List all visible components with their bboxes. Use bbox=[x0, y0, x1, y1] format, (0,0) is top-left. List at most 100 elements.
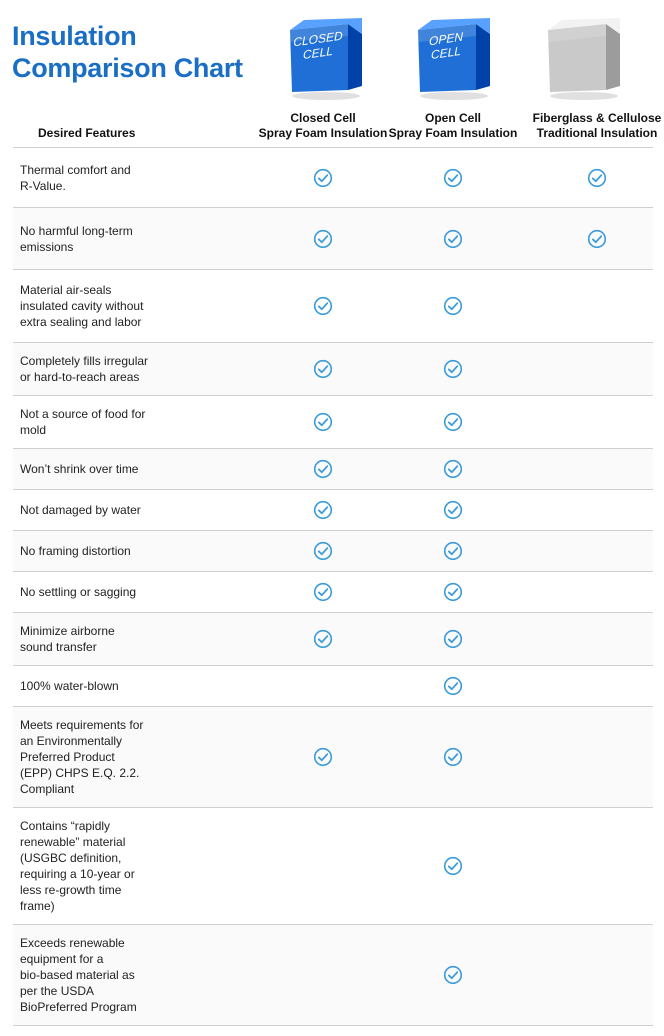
feature-label-line: R-Value. bbox=[20, 178, 66, 193]
column-header-1: Closed Cell Spray Foam Insulation bbox=[258, 111, 388, 141]
cube-label: CELL bbox=[303, 44, 333, 62]
check-icon bbox=[313, 168, 333, 188]
feature-label-line: equipment for a bbox=[20, 952, 104, 966]
check-icon bbox=[313, 412, 333, 432]
check-icon bbox=[443, 747, 463, 767]
feature-label-line: or hard-to-reach areas bbox=[20, 370, 140, 384]
check-icon bbox=[313, 359, 333, 379]
table-row: 100% water-blown bbox=[13, 666, 653, 707]
feature-label: Thermal comfort and R-Value. bbox=[13, 162, 170, 194]
column-header-line: Fiberglass & Cellulose bbox=[532, 111, 662, 125]
feature-label-line: per the USDA bbox=[20, 984, 95, 998]
feature-label-line: Not damaged by water bbox=[20, 503, 141, 517]
check-icon bbox=[587, 229, 607, 249]
check-icon bbox=[313, 459, 333, 479]
check-icon bbox=[587, 168, 607, 188]
check-icon bbox=[443, 500, 463, 520]
check-icon bbox=[313, 229, 333, 249]
feature-label-line: frame) bbox=[20, 899, 55, 913]
cube-icon-3 bbox=[540, 16, 626, 102]
check-icon bbox=[443, 965, 463, 985]
feature-label-line: No framing distortion bbox=[20, 544, 131, 558]
table-row: Won’t shrink over time bbox=[13, 449, 653, 490]
feature-label-line: bio-based material as bbox=[20, 968, 135, 982]
check-icon bbox=[313, 541, 333, 561]
feature-label: No settling or sagging bbox=[13, 584, 170, 600]
feature-label-line: 100% water-blown bbox=[20, 679, 119, 693]
feature-label: No framing distortion bbox=[13, 543, 170, 559]
table-row: No framing distortion bbox=[13, 531, 653, 572]
table-row: Not damaged by water bbox=[13, 490, 653, 531]
check-icon bbox=[313, 629, 333, 649]
column-header-line: Closed Cell bbox=[290, 111, 356, 125]
feature-label-line: (USGBC definition, bbox=[20, 851, 122, 865]
column-header-2: Open Cell Spray Foam Insulation bbox=[388, 111, 518, 141]
feature-label: Meets requirements for an Environmentally… bbox=[13, 717, 170, 797]
feature-label-line: No settling or sagging bbox=[20, 585, 137, 599]
feature-label-line: Meets requirements for bbox=[20, 718, 144, 732]
feature-label-line: less re-growth time bbox=[20, 883, 122, 897]
feature-label-line: extra sealing and labor bbox=[20, 315, 142, 329]
feature-label-line: Material air-seals bbox=[20, 283, 112, 297]
feature-label-line: requiring a 10-year or bbox=[20, 867, 135, 881]
column-header-line: Spray Foam Insulation bbox=[388, 126, 518, 140]
feature-label: Not a source of food for mold bbox=[13, 406, 170, 438]
feature-label-line: renewable” material bbox=[20, 835, 126, 849]
table-row: Material air-seals insulated cavity witho… bbox=[13, 270, 653, 343]
feature-label: Material air-seals insulated cavity witho… bbox=[13, 282, 170, 330]
table-row: Contains “rapidly renewable” material (USG… bbox=[13, 808, 653, 925]
table-row: Thermal comfort and R-Value. bbox=[13, 148, 653, 208]
table-row: No harmful long-term emissions bbox=[13, 208, 653, 270]
table-row: Completely fills irregular or hard-to-rea… bbox=[13, 343, 653, 396]
check-icon bbox=[443, 582, 463, 602]
check-icon bbox=[313, 747, 333, 767]
check-icon bbox=[313, 500, 333, 520]
feature-label: No harmful long-term emissions bbox=[13, 223, 170, 255]
check-icon bbox=[443, 676, 463, 696]
check-icon bbox=[443, 168, 463, 188]
feature-label-line: Not a source of food for bbox=[20, 407, 146, 421]
feature-label-line: emissions bbox=[20, 239, 74, 254]
feature-label: 100% water-blown bbox=[13, 678, 170, 694]
column-header-line: Open Cell bbox=[424, 111, 481, 125]
cube-label: CELL bbox=[431, 44, 461, 62]
feature-label: Won’t shrink over time bbox=[13, 461, 170, 477]
table-row: Not a source of food for mold bbox=[13, 396, 653, 449]
chart-title: Insulation Comparison Chart bbox=[12, 20, 243, 84]
check-icon bbox=[443, 541, 463, 561]
feature-label-line: insulated cavity without bbox=[20, 299, 144, 313]
table-row: Meets requirements for an Environmentally… bbox=[13, 707, 653, 808]
check-icon bbox=[443, 459, 463, 479]
feature-label-line: Exceeds renewable bbox=[20, 936, 125, 950]
feature-label-line: mold bbox=[20, 423, 47, 437]
feature-label: Completely fills irregular or hard-to-rea… bbox=[13, 353, 170, 385]
feature-label-line: Won’t shrink over time bbox=[20, 462, 139, 476]
feature-label: Exceeds renewable equipment for a bio-base… bbox=[13, 935, 170, 1015]
feature-label-line: Preferred Product bbox=[20, 750, 115, 764]
title-line-2: Comparison Chart bbox=[12, 53, 243, 83]
feature-label: Not damaged by water bbox=[13, 502, 170, 518]
cube-icon-2: OPEN CELL bbox=[410, 16, 496, 102]
check-icon bbox=[313, 582, 333, 602]
check-icon bbox=[443, 629, 463, 649]
check-icon bbox=[313, 296, 333, 316]
cube-label: CLOSED bbox=[293, 28, 343, 49]
check-icon bbox=[443, 296, 463, 316]
feature-label-line: No harmful long-term bbox=[20, 223, 133, 238]
feature-label-line: Completely fills irregular bbox=[20, 354, 149, 368]
feature-label-line: an Environmentally bbox=[20, 734, 123, 748]
feature-label-line: BioPreferred Program bbox=[20, 1000, 137, 1014]
table-row: Exceeds renewable equipment for a bio-base… bbox=[13, 925, 653, 1026]
cube-icon-1: CLOSED CELL bbox=[282, 16, 368, 102]
table-row: No settling or sagging bbox=[13, 572, 653, 613]
column-header-line: Traditional Insulation bbox=[536, 126, 658, 140]
feature-label: Minimize airborne sound transfer bbox=[13, 623, 170, 655]
feature-label-line: Thermal comfort and bbox=[20, 162, 131, 177]
check-icon bbox=[443, 412, 463, 432]
feature-label-line: sound transfer bbox=[20, 640, 97, 654]
feature-label-line: Minimize airborne bbox=[20, 624, 115, 638]
feature-column-header: Desired Features bbox=[38, 126, 136, 140]
column-header-3: Fiberglass & Cellulose Traditional Insula… bbox=[532, 111, 662, 141]
check-icon bbox=[443, 229, 463, 249]
check-icon bbox=[443, 856, 463, 876]
